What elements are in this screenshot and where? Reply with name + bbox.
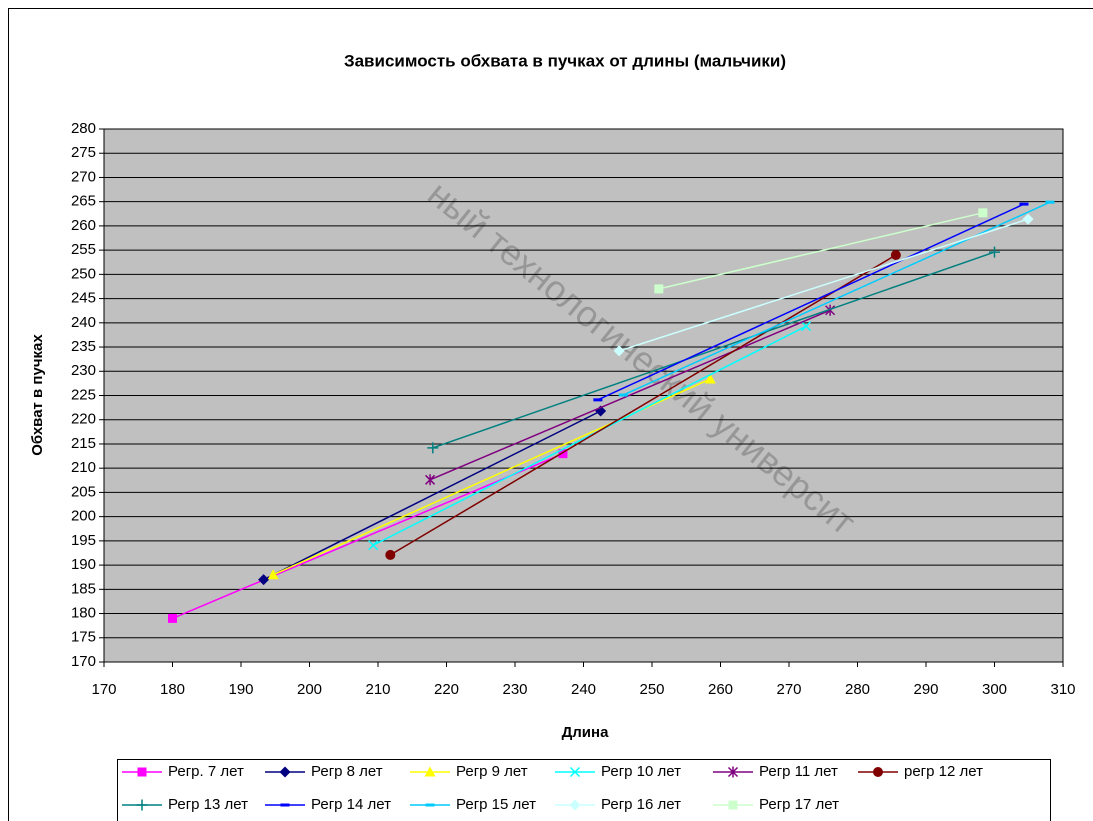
legend-marker — [137, 767, 147, 777]
legend-marker — [279, 766, 291, 778]
series-line — [389, 254, 897, 556]
y-tick-label: 200 — [71, 508, 96, 525]
data-point — [704, 373, 716, 384]
x-tick-label: 270 — [776, 681, 801, 698]
legend-label: регр 12 лет — [904, 763, 983, 780]
series-line — [429, 309, 831, 481]
series-line — [618, 218, 1029, 352]
x-tick-label: 290 — [913, 681, 938, 698]
y-tick-label: 170 — [71, 653, 96, 670]
legend-label: Регр 10 лет — [601, 763, 681, 780]
y-tick-label: 255 — [71, 241, 96, 258]
legend-marker — [424, 766, 436, 777]
data-point — [425, 474, 436, 486]
y-tick-label: 235 — [71, 338, 96, 355]
y-tick-label: 275 — [71, 144, 96, 161]
y-tick-label: 195 — [71, 532, 96, 549]
data-point — [890, 249, 901, 260]
y-tick-label: 185 — [71, 580, 96, 597]
legend-label: Регр 9 лет — [456, 763, 528, 780]
data-point — [168, 613, 177, 623]
data-point — [1022, 213, 1034, 225]
x-tick-label: 310 — [1050, 681, 1075, 698]
chart-title: Зависимость обхвата в пучках от длины (м… — [344, 51, 786, 70]
legend-marker — [728, 800, 738, 810]
series-line — [372, 325, 807, 546]
data-point — [613, 345, 625, 357]
legend-marker — [727, 766, 739, 778]
data-point — [1019, 202, 1029, 206]
y-tick-label: 260 — [71, 217, 96, 234]
y-tick-label: 215 — [71, 435, 96, 452]
legend-marker — [569, 766, 581, 778]
data-point — [618, 393, 628, 397]
data-point — [593, 398, 603, 402]
legend-label: Регр. 7 лет — [168, 763, 244, 780]
y-tick-label: 230 — [71, 362, 96, 379]
plot-border — [103, 128, 1064, 663]
legend-marker — [280, 803, 290, 807]
y-tick-label: 180 — [71, 605, 96, 622]
legend-label: Регр 15 лет — [456, 796, 536, 813]
series-line — [432, 251, 995, 449]
y-tick-label: 240 — [71, 314, 96, 331]
data-point — [801, 321, 812, 332]
x-tick-label: 210 — [365, 681, 390, 698]
legend-box — [117, 759, 1051, 821]
data-point — [385, 549, 396, 560]
legend-marker — [425, 803, 435, 807]
x-tick-label: 300 — [982, 681, 1007, 698]
legend-label: Регр 11 лет — [759, 763, 838, 780]
series-line — [597, 203, 1025, 401]
legend-label: Регр 17 лет — [759, 796, 839, 813]
x-axis-title: Длина — [562, 724, 609, 741]
x-tick-label: 230 — [502, 681, 527, 698]
data-point — [989, 246, 1000, 258]
data-point — [267, 569, 279, 580]
data-point — [1045, 200, 1055, 204]
legend-label: Регр 16 лет — [601, 796, 681, 813]
x-tick-label: 190 — [228, 681, 253, 698]
y-tick-label: 210 — [71, 459, 96, 476]
data-point — [368, 540, 379, 551]
legend-marker — [873, 767, 883, 777]
y-tick-label: 280 — [71, 120, 96, 137]
y-tick-label: 270 — [71, 168, 96, 185]
x-tick-label: 170 — [91, 681, 116, 698]
legend-label: Регр 14 лет — [311, 796, 391, 813]
x-tick-label: 240 — [571, 681, 596, 698]
y-tick-label: 225 — [71, 386, 96, 403]
data-point — [258, 574, 270, 586]
data-point — [978, 208, 988, 218]
data-point — [654, 284, 664, 294]
x-tick-label: 280 — [845, 681, 870, 698]
x-tick-label: 180 — [160, 681, 185, 698]
y-tick-label: 190 — [71, 556, 96, 573]
x-tick-label: 200 — [297, 681, 322, 698]
data-point — [825, 304, 836, 316]
x-tick-label: 260 — [708, 681, 733, 698]
data-point — [558, 449, 568, 459]
x-tick-label: 250 — [639, 681, 664, 698]
series-line — [172, 452, 564, 620]
series-line — [658, 212, 984, 290]
y-tick-label: 265 — [71, 193, 96, 210]
y-tick-label: 220 — [71, 411, 96, 428]
legend-label: Регр 8 лет — [311, 763, 383, 780]
y-axis-title: Обхват в пучках — [29, 334, 46, 456]
y-tick-label: 245 — [71, 290, 96, 307]
y-tick-label: 205 — [71, 483, 96, 500]
y-tick-label: 250 — [71, 265, 96, 282]
legend-label: Регр 13 лет — [168, 796, 248, 813]
legend-marker — [569, 799, 581, 811]
y-tick-label: 175 — [71, 629, 96, 646]
legend-marker — [136, 799, 148, 811]
x-tick-label: 220 — [434, 681, 459, 698]
data-point — [427, 442, 439, 454]
series-line — [263, 410, 601, 581]
